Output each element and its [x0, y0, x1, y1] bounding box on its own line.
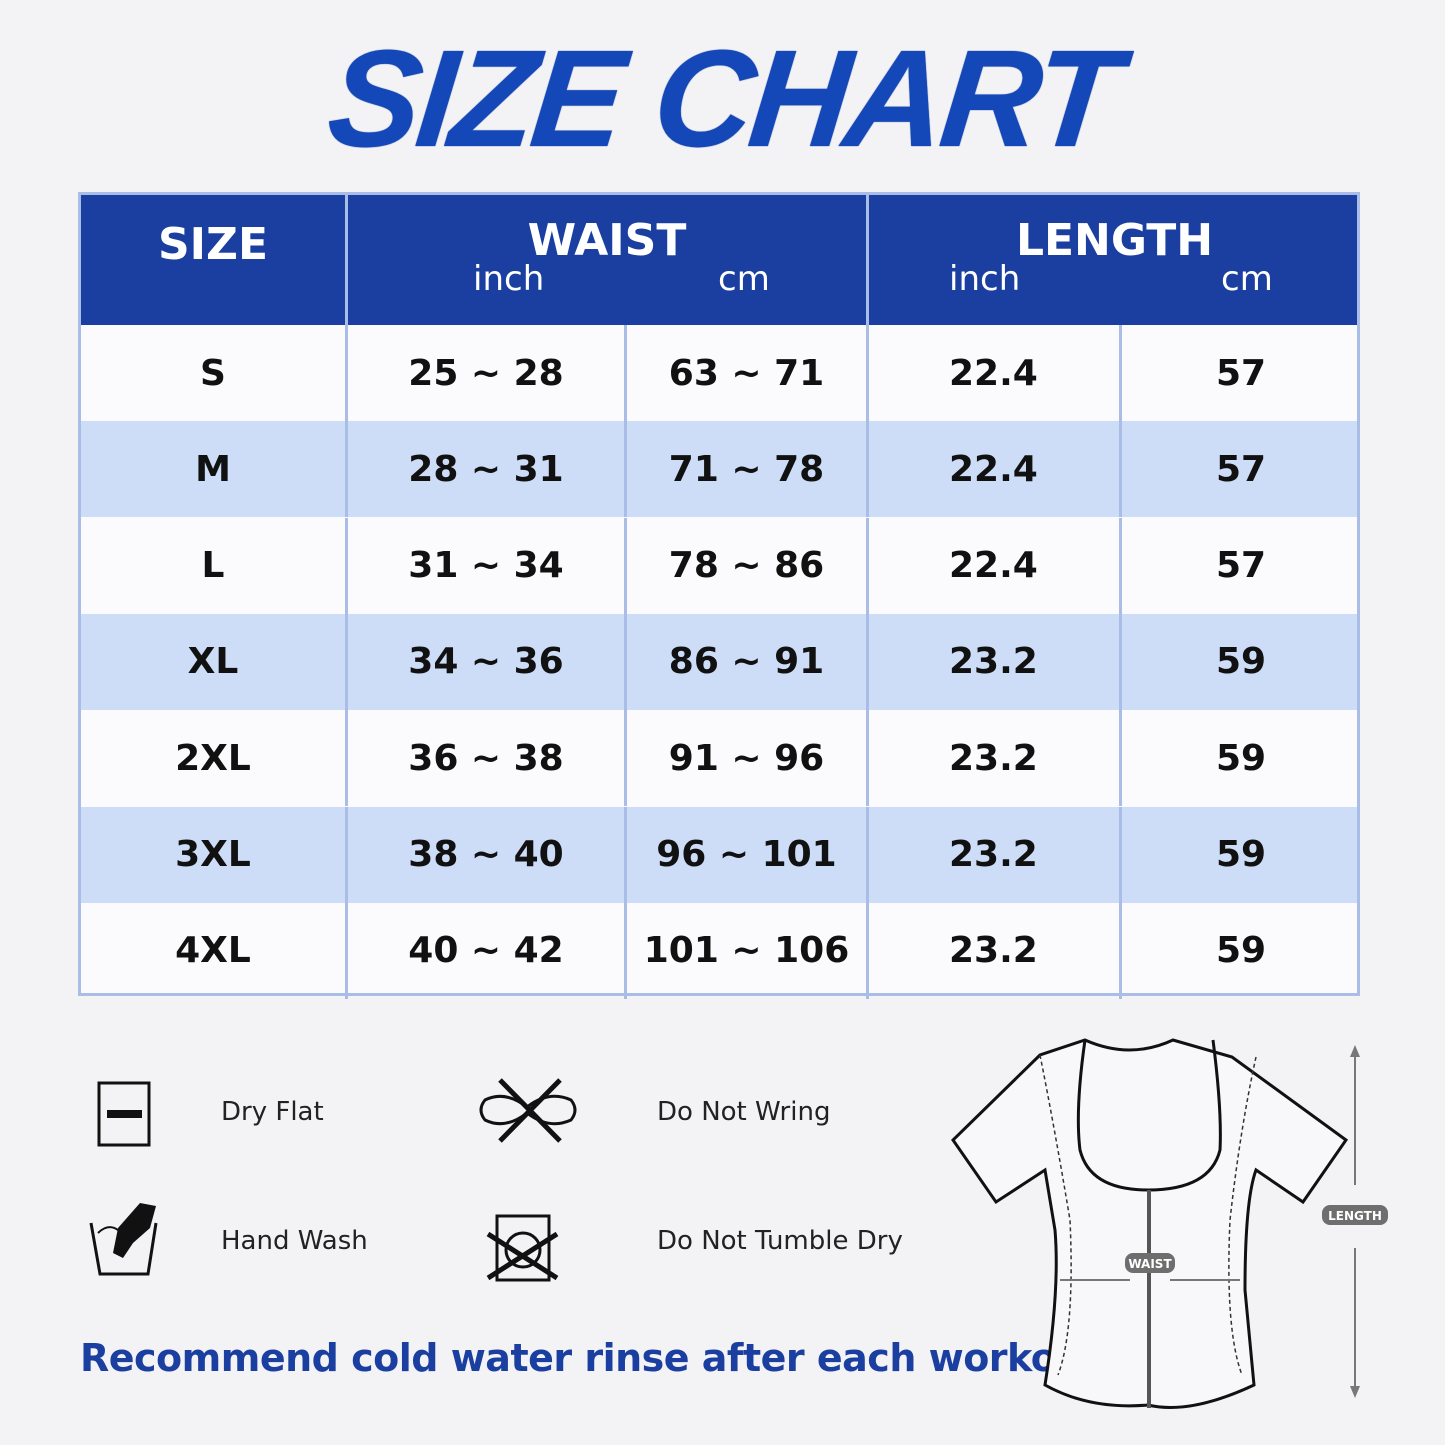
header-size: SIZE	[81, 195, 348, 325]
cell-waist-cm: 91 ~ 96	[627, 710, 869, 807]
cell-length-cm: 57	[1215, 545, 1267, 587]
do-not-wring-label: Do Not Wring	[657, 1097, 831, 1127]
cell-waist-inch: 31 ~ 34	[348, 517, 627, 614]
cell-waist-cm: 71 ~ 78	[627, 421, 869, 518]
cell-length-cm: 59	[1215, 737, 1267, 779]
header-length: LENGTH inch cm	[869, 195, 1360, 325]
dry-flat-label: Dry Flat	[221, 1097, 324, 1127]
table-row: XL 34 ~ 36 86 ~ 91 23.2 59	[81, 613, 1357, 710]
cell-waist-cm: 78 ~ 86	[627, 517, 869, 614]
cell-waist-inch: 40 ~ 42	[348, 902, 627, 999]
cell-length-inch: 23.2	[869, 806, 1122, 903]
table-row: L 31 ~ 34 78 ~ 86 22.4 57	[81, 517, 1357, 614]
care-note: Recommend cold water rinse after each wo…	[80, 1336, 1115, 1380]
cell-waist-inch: 34 ~ 36	[348, 613, 627, 710]
cell-length-inch: 22.4	[869, 517, 1122, 614]
cell-length-inch: 22.4	[869, 421, 1122, 518]
size-table: SIZE WAIST inch cm LENGTH inch cm S 25 ~ …	[78, 192, 1360, 999]
cell-size: 3XL	[81, 806, 348, 903]
header-waist-inch: inch	[473, 259, 545, 299]
header-waist-cm: cm	[718, 259, 770, 299]
cell-size: M	[81, 421, 348, 518]
do-not-tumble-dry-label: Do Not Tumble Dry	[657, 1226, 903, 1256]
table-row: 3XL 38 ~ 40 96 ~ 101 23.2 59	[81, 806, 1357, 903]
table-row: M 28 ~ 31 71 ~ 78 22.4 57	[81, 421, 1357, 518]
header-length-inch: inch	[949, 259, 1021, 299]
cell-size: S	[81, 325, 348, 421]
cell-waist-cm: 96 ~ 101	[627, 806, 869, 903]
page-title: SIZE CHART	[321, 22, 1124, 176]
cell-length-cm: 59	[1215, 930, 1267, 972]
cell-length-cm: 59	[1215, 641, 1267, 683]
cell-length-inch: 22.4	[869, 325, 1122, 421]
cell-length-cm: 57	[1215, 352, 1267, 394]
do-not-wring-icon	[479, 1078, 577, 1143]
do-not-tumble-dry-icon	[486, 1214, 559, 1282]
header-waist: WAIST inch cm	[348, 195, 869, 325]
hand-wash-icon	[89, 1203, 158, 1276]
header-length-label: LENGTH	[1015, 215, 1214, 266]
cell-waist-cm: 86 ~ 91	[627, 613, 869, 710]
cell-waist-cm: 63 ~ 71	[627, 325, 869, 421]
table-row: S 25 ~ 28 63 ~ 71 22.4 57	[81, 325, 1357, 421]
dry-flat-icon	[97, 1081, 151, 1147]
table-header: SIZE WAIST inch cm LENGTH inch cm	[81, 195, 1357, 325]
length-label: LENGTH	[1328, 1209, 1382, 1223]
header-length-cm: cm	[1221, 259, 1273, 299]
table-row: 4XL 40 ~ 42 101 ~ 106 23.2 59	[81, 902, 1357, 999]
cell-waist-inch: 38 ~ 40	[348, 806, 627, 903]
cell-length-cm: 59	[1215, 834, 1267, 875]
cell-length-cm: 57	[1215, 448, 1267, 490]
cell-length-inch: 23.2	[869, 710, 1122, 807]
garment-diagram: WAIST LENGTH	[951, 1038, 1388, 1409]
cell-length-inch: 23.2	[869, 902, 1122, 999]
header-size-label: SIZE	[157, 219, 269, 270]
cell-length-inch: 23.2	[869, 613, 1122, 710]
cell-size: L	[81, 517, 348, 614]
cell-size: 4XL	[81, 902, 348, 999]
cell-waist-inch: 36 ~ 38	[348, 710, 627, 807]
cell-size: 2XL	[81, 710, 348, 807]
cell-waist-cm: 101 ~ 106	[627, 902, 869, 999]
cell-waist-inch: 25 ~ 28	[348, 325, 627, 421]
header-waist-label: WAIST	[527, 215, 687, 266]
hand-wash-label: Hand Wash	[221, 1226, 368, 1256]
cell-size: XL	[81, 613, 348, 710]
waist-label: WAIST	[1128, 1257, 1172, 1271]
cell-waist-inch: 28 ~ 31	[348, 421, 627, 518]
table-row: 2XL 36 ~ 38 91 ~ 96 23.2 59	[81, 710, 1357, 807]
